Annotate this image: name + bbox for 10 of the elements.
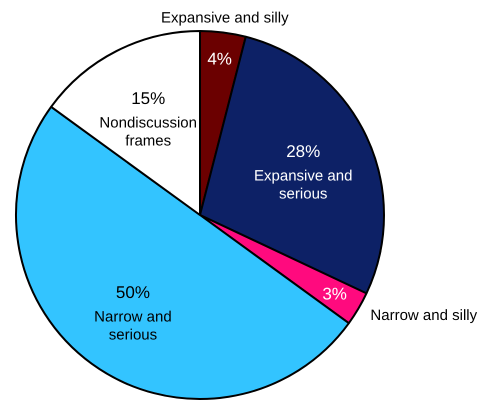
slice-label: Narrow and silly	[370, 306, 478, 324]
data-label: 4%	[207, 50, 232, 69]
slice-label: Nondiscussion frames	[99, 114, 197, 150]
data-label: 15%	[131, 89, 166, 108]
data-label: 50%	[116, 282, 150, 302]
slice-label: Narrow and serious	[94, 308, 172, 344]
slice-label: Expansive and serious	[254, 168, 352, 203]
data-label: 28%	[286, 142, 320, 162]
slice-label: Expansive and silly	[161, 10, 290, 27]
data-label: 3%	[322, 284, 347, 304]
